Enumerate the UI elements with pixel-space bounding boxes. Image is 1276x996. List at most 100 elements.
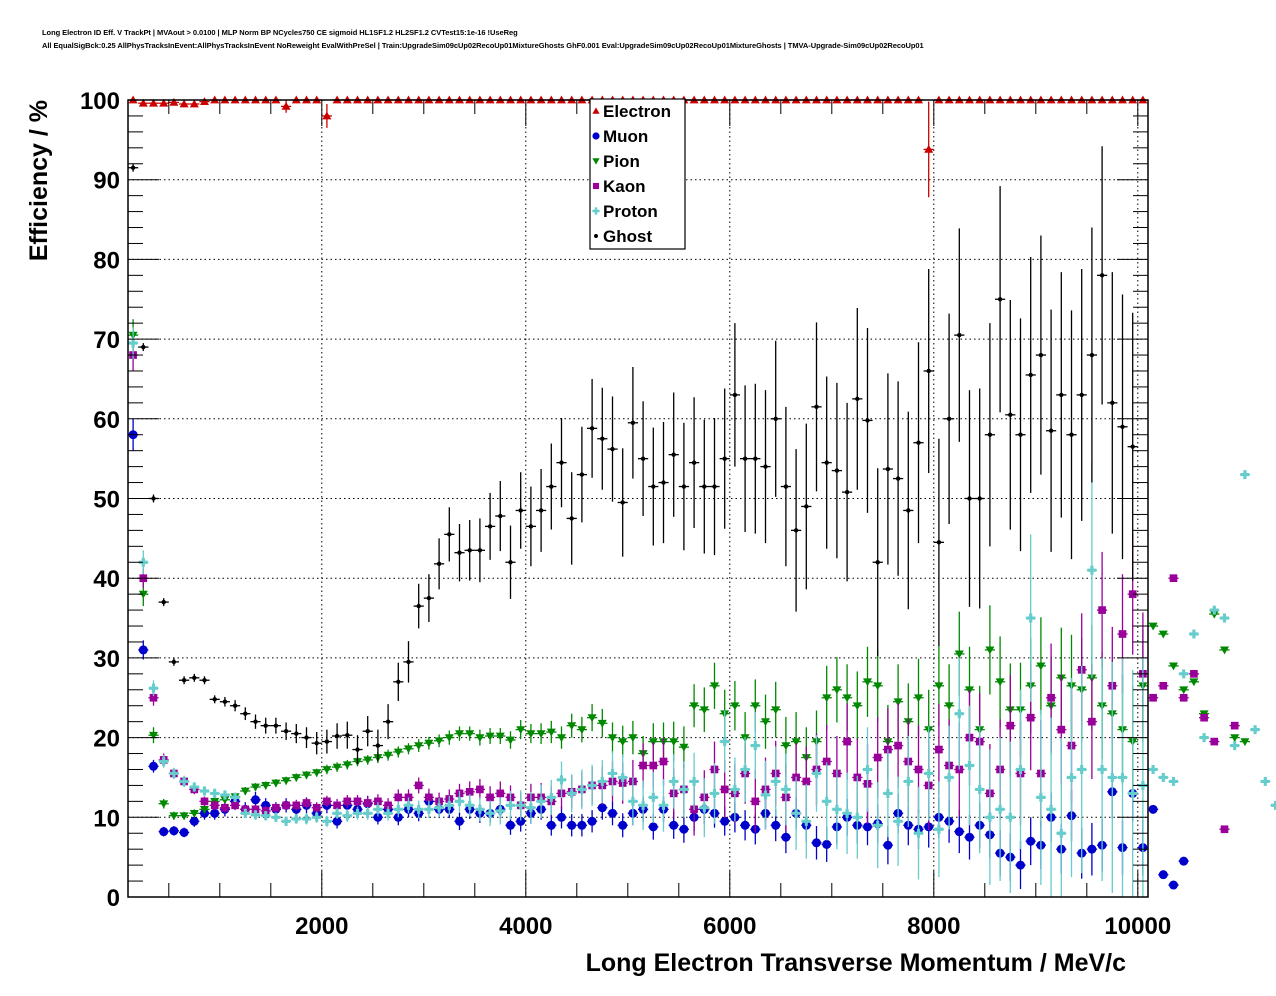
muon-point <box>1086 822 1097 876</box>
ghost-point <box>627 366 638 479</box>
proton-marker <box>404 800 413 810</box>
kaon-marker <box>343 797 352 806</box>
ghost-point <box>893 381 904 576</box>
pion-marker <box>169 812 179 821</box>
y-tick-label: 0 <box>107 885 120 912</box>
proton-point <box>882 749 893 838</box>
ghost-marker <box>1038 352 1044 358</box>
kaon-point <box>270 802 281 813</box>
proton-point <box>1046 717 1057 897</box>
ghost-point <box>1076 268 1087 521</box>
ghost-point <box>1086 227 1097 483</box>
proton-marker <box>261 811 271 821</box>
kaon-point <box>1219 825 1230 834</box>
proton-point <box>944 725 955 830</box>
proton-marker <box>903 776 913 786</box>
proton-marker <box>1077 764 1087 774</box>
legend-item-muon: Muon <box>592 127 648 146</box>
ghost-marker <box>141 344 146 350</box>
pion-marker <box>506 736 515 745</box>
ghost-marker <box>671 452 676 457</box>
pion-point <box>587 704 598 732</box>
proton-point <box>454 790 465 812</box>
kaon-point <box>933 704 944 795</box>
ghost-marker <box>610 446 615 452</box>
proton-marker <box>1179 669 1189 679</box>
pion-marker <box>1189 678 1199 687</box>
pion-marker <box>404 745 413 754</box>
pion-point <box>1168 662 1179 671</box>
pion-point <box>1178 686 1189 695</box>
pion-marker <box>771 706 781 715</box>
ghost-marker <box>498 513 503 519</box>
pion-marker <box>954 650 964 659</box>
kaon-marker <box>1190 670 1198 678</box>
kaon-point <box>474 779 485 800</box>
ghost-marker <box>712 484 717 489</box>
ghost-point <box>933 438 944 646</box>
pion-point <box>1158 630 1169 639</box>
axis-ticks <box>128 99 1148 898</box>
muon-marker <box>138 645 148 655</box>
ghost-marker <box>763 464 768 469</box>
proton-point <box>607 751 618 796</box>
legend-item-kaon: Kaon <box>592 177 646 196</box>
proton-marker <box>679 784 689 794</box>
ghost-point <box>689 397 700 528</box>
proton-marker <box>455 796 464 806</box>
ghost-point <box>536 469 547 552</box>
electron-point <box>138 98 149 107</box>
ghost-marker <box>232 703 238 708</box>
proton-marker <box>1046 804 1056 814</box>
proton-point <box>270 812 281 823</box>
proton-point <box>168 767 179 780</box>
ghost-point <box>831 382 842 559</box>
y-tick-label: 40 <box>93 566 120 593</box>
ghost-point <box>750 383 761 534</box>
ghost-marker <box>171 659 177 665</box>
ghost-marker <box>589 426 595 431</box>
proton-point <box>862 727 873 812</box>
electron-point <box>923 101 934 198</box>
ghost-point <box>362 716 373 747</box>
proton-point <box>158 755 169 768</box>
proton-marker <box>883 788 893 798</box>
pion-point <box>546 720 557 744</box>
pion-marker <box>516 726 526 735</box>
ghost-point <box>740 385 751 532</box>
kaon-marker <box>639 761 647 770</box>
ghost-point <box>168 657 179 666</box>
ghost-point <box>372 729 383 762</box>
ghost-point <box>964 390 975 607</box>
muon-marker <box>577 820 587 830</box>
pion-point <box>597 708 608 738</box>
proton-point <box>780 753 791 826</box>
pion-point <box>607 722 618 753</box>
kaon-point <box>750 770 761 833</box>
kaon-marker <box>822 757 831 766</box>
proton-marker <box>434 803 444 813</box>
pion-point <box>536 723 547 744</box>
ghost-point <box>699 419 710 554</box>
proton-marker <box>444 800 454 810</box>
proton-point <box>423 800 434 819</box>
ghost-point <box>811 322 822 492</box>
pion-marker <box>995 678 1005 687</box>
electron-marker <box>169 97 179 106</box>
proton-point <box>923 726 934 821</box>
proton-marker <box>1097 764 1107 774</box>
kaon-marker <box>251 805 260 814</box>
proton-point <box>974 725 985 854</box>
proton-point <box>342 809 353 823</box>
pion-marker <box>934 682 944 691</box>
pion-marker <box>393 748 403 757</box>
kaon-marker <box>955 765 964 774</box>
proton-point <box>760 760 771 830</box>
ghost-point <box>1056 272 1067 518</box>
muon-marker <box>883 840 893 850</box>
muon-marker <box>965 832 974 842</box>
ghost-marker <box>865 418 870 423</box>
ghost-point <box>678 422 689 551</box>
pion-point <box>505 731 516 749</box>
kaon-marker <box>1200 713 1208 722</box>
